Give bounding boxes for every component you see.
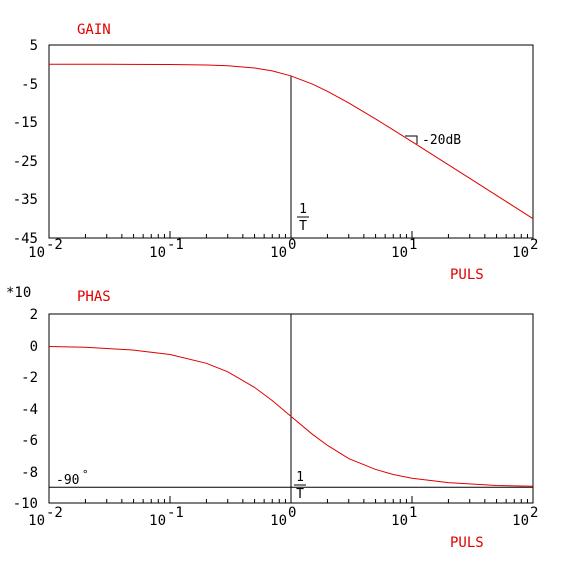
phase-x-tick-exponent: -2 <box>46 505 63 521</box>
phase-asymptote-value: -90 <box>56 473 79 488</box>
phase-y-tick: -4 <box>21 402 38 418</box>
phase-x-tick-base: 10 <box>512 513 529 529</box>
gain-y-tick: -35 <box>13 192 38 208</box>
gain-x-axis-label: PULS <box>450 267 484 283</box>
gain-y-tick: -5 <box>21 77 38 93</box>
gain-title: GAIN <box>77 22 111 38</box>
phase-y-ticks: 2 0 -2 -4 -6 -8 -10 <box>13 307 38 512</box>
gain-corner-label: 1 T <box>297 202 309 234</box>
gain-y-tick: -15 <box>13 115 38 131</box>
phase-series-line <box>48 345 534 487</box>
phase-x-tick-base: 10 <box>149 513 166 529</box>
gain-x-tick-base: 10 <box>149 245 166 261</box>
gain-panel: GAIN 5 -5 -15 -25 -35 -45 10 -2 10 -1 10 0 10 1… <box>13 22 539 283</box>
phase-corner-label: 1 T <box>294 470 306 502</box>
phase-asymptote-label: -90 ° <box>56 468 89 488</box>
phase-y-multiplier: *10 <box>6 285 31 301</box>
phase-x-ticks: 10 -2 10 -1 10 0 10 1 10 2 <box>28 505 538 529</box>
gain-x-tick-base: 10 <box>512 245 529 261</box>
phase-y-tick: -10 <box>13 496 38 512</box>
phase-corner-label-denominator: T <box>296 487 304 502</box>
gain-slope-marker <box>405 135 418 144</box>
gain-x-tick-base: 10 <box>28 245 45 261</box>
phase-x-tick-exponent: -1 <box>167 505 184 521</box>
gain-x-tick-exponent: 1 <box>409 237 417 253</box>
phase-x-tick-base: 10 <box>28 513 45 529</box>
gain-series-line <box>49 63 534 220</box>
phase-x-axis-label: PULS <box>450 535 484 551</box>
phase-corner-label-numerator: 1 <box>296 470 304 485</box>
gain-x-tick-base: 10 <box>270 245 287 261</box>
gain-x-ticks: 10 -2 10 -1 10 0 10 1 10 2 <box>28 237 538 261</box>
gain-x-tick-exponent: 2 <box>530 237 538 253</box>
phase-x-tick-exponent: 2 <box>530 505 538 521</box>
phase-x-tick-exponent: 1 <box>409 505 417 521</box>
phase-y-tick: -2 <box>21 370 38 386</box>
phase-y-tick: 0 <box>30 339 38 355</box>
gain-y-tick: -45 <box>13 231 38 247</box>
phase-x-tick-base: 10 <box>270 513 287 529</box>
gain-slope-label: -20dB <box>422 133 461 148</box>
gain-x-tick-exponent: -1 <box>167 237 184 253</box>
gain-corner-label-numerator: 1 <box>299 202 307 217</box>
gain-x-tick-base: 10 <box>391 245 408 261</box>
gain-y-tick: -25 <box>13 154 38 170</box>
gain-y-tick: 5 <box>30 38 38 54</box>
phase-y-tick: 2 <box>30 307 38 323</box>
gain-x-tick-exponent: -2 <box>46 237 63 253</box>
phase-y-tick: -6 <box>21 433 38 449</box>
phase-x-tick-exponent: 0 <box>288 505 296 521</box>
gain-y-ticks: 5 -5 -15 -25 -35 -45 <box>13 38 38 247</box>
phase-panel: *10 PHAS 2 0 -2 -4 -6 -8 -10 10 -2 10 -1 10 0… <box>6 285 538 551</box>
gain-corner-label-denominator: T <box>299 219 307 234</box>
phase-y-tick: -8 <box>21 465 38 481</box>
phase-title: PHAS <box>77 289 111 305</box>
phase-x-tick-base: 10 <box>391 513 408 529</box>
phase-asymptote-degree: ° <box>82 468 89 481</box>
gain-x-minor-ticks <box>48 231 528 238</box>
gain-x-tick-exponent: 0 <box>288 237 296 253</box>
phase-x-minor-ticks <box>48 496 528 503</box>
